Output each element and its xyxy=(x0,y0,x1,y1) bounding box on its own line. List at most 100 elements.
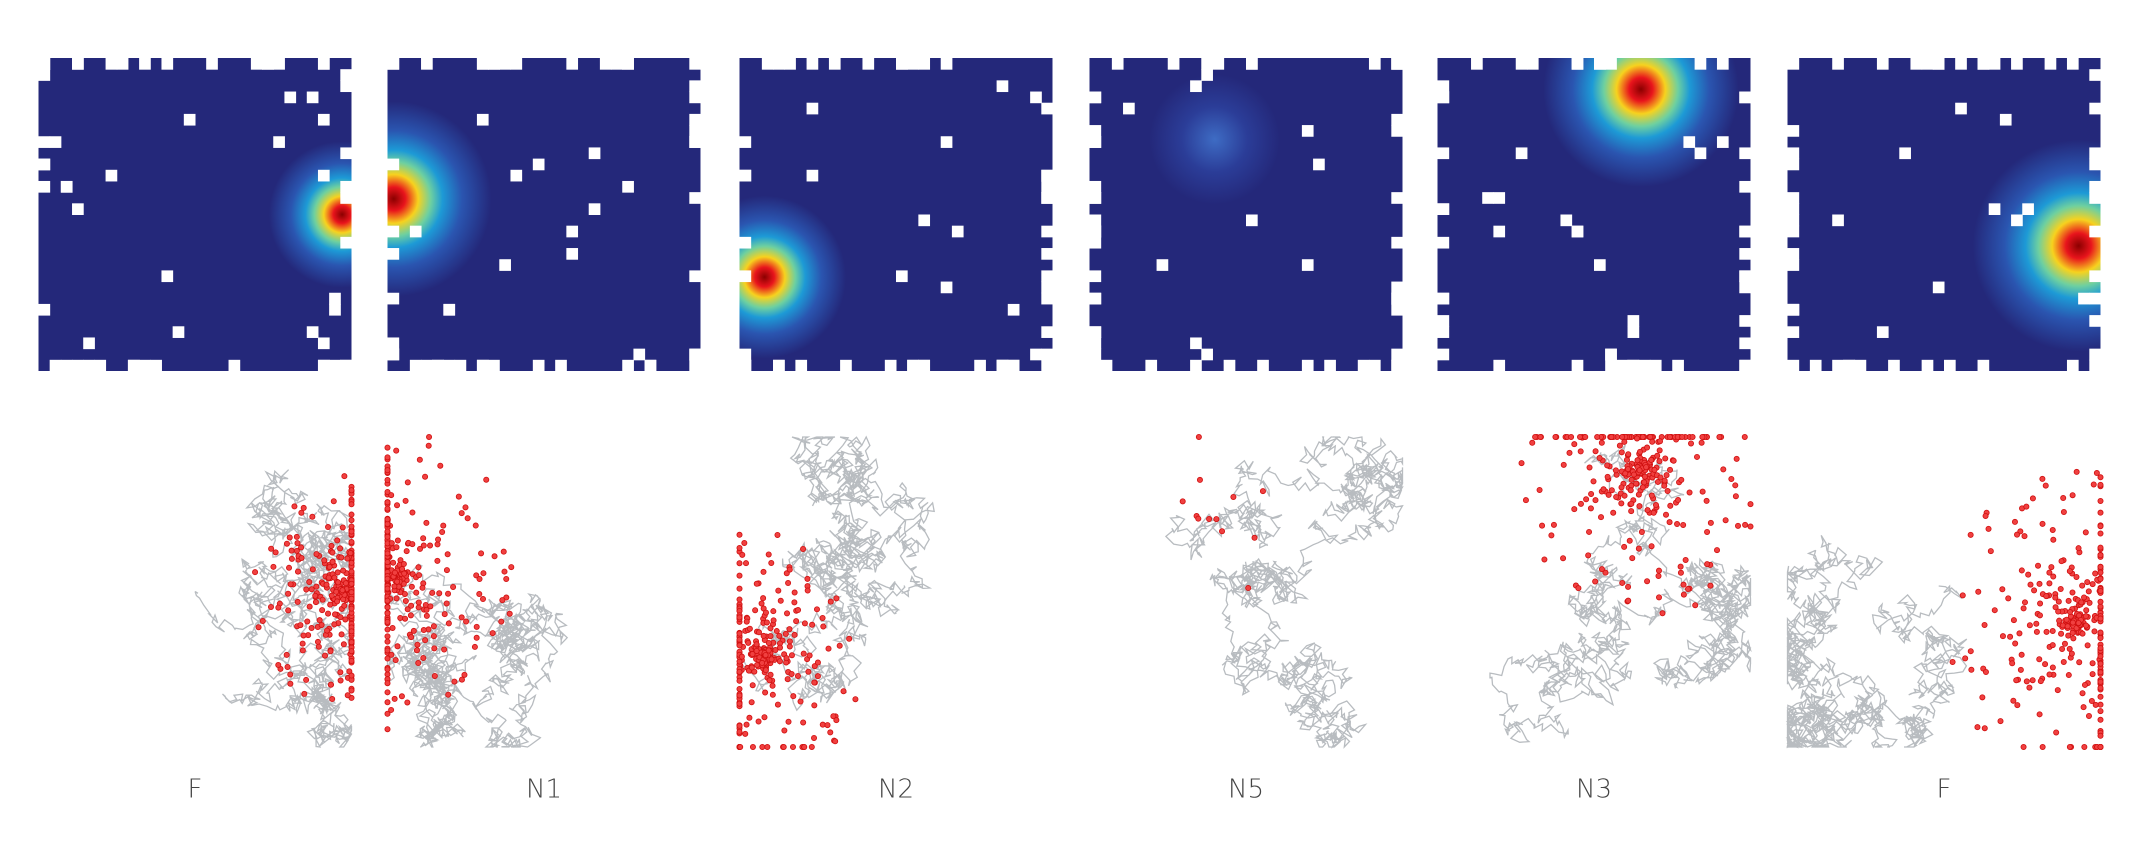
unvisited-bin xyxy=(1190,337,1202,350)
spike xyxy=(1636,467,1643,474)
spike xyxy=(1666,519,1673,526)
spike xyxy=(736,531,743,538)
spike xyxy=(2025,571,2032,578)
spike xyxy=(746,625,753,632)
spike xyxy=(501,568,508,575)
unvisited-bin xyxy=(739,169,752,182)
spike xyxy=(749,744,756,751)
spike xyxy=(384,626,391,633)
spike xyxy=(434,541,441,548)
unvisited-bin xyxy=(1787,214,1800,227)
spike xyxy=(2056,617,2063,624)
unvisited-bin xyxy=(1571,359,1584,372)
spike xyxy=(2097,744,2104,751)
spike xyxy=(2026,684,2033,691)
spike xyxy=(1733,455,1740,462)
unvisited-bin xyxy=(1089,236,1102,249)
spike xyxy=(1689,433,1696,440)
spike xyxy=(743,560,750,567)
unvisited-bin xyxy=(105,58,118,70)
unvisited-bin xyxy=(773,58,785,70)
unvisited-bin xyxy=(38,180,51,193)
unvisited-bin xyxy=(340,69,352,81)
unvisited-bin xyxy=(499,58,511,70)
spike xyxy=(2097,629,2104,636)
spike xyxy=(1592,448,1599,455)
spike xyxy=(762,689,769,696)
unvisited-bin xyxy=(488,58,500,70)
unvisited-bin xyxy=(1089,326,1102,338)
spike xyxy=(758,600,765,607)
unvisited-bin xyxy=(1437,236,1450,249)
spike xyxy=(1206,516,1213,523)
spike xyxy=(1667,502,1674,509)
spike xyxy=(768,560,775,567)
spike xyxy=(1633,480,1640,487)
spike xyxy=(1577,500,1584,507)
spike xyxy=(309,566,316,573)
spike xyxy=(2079,690,2086,697)
spike xyxy=(480,596,487,603)
spike xyxy=(1621,543,1628,550)
unvisited-bin xyxy=(828,58,841,70)
spike xyxy=(1590,478,1597,485)
unvisited-bin xyxy=(476,359,489,372)
unvisited-bin xyxy=(387,248,400,260)
panel-label: N3 xyxy=(1576,775,1612,805)
unvisited-bin xyxy=(996,80,1009,93)
unvisited-bin xyxy=(739,359,752,372)
spike xyxy=(294,540,301,547)
unvisited-bin xyxy=(329,303,341,316)
unvisited-bin xyxy=(840,359,852,372)
unvisited-bin xyxy=(1437,326,1450,338)
unvisited-bin xyxy=(907,58,919,70)
spike xyxy=(1999,586,2006,593)
spike xyxy=(736,668,743,675)
unvisited-bin xyxy=(1246,214,1258,227)
spike xyxy=(1656,447,1663,454)
spike xyxy=(328,542,335,549)
spike xyxy=(384,638,391,645)
spike xyxy=(2037,678,2044,685)
spike xyxy=(1634,435,1641,442)
spike xyxy=(1628,476,1635,483)
spike xyxy=(1195,433,1202,440)
spike xyxy=(391,695,398,702)
spike xyxy=(2070,635,2077,642)
spike xyxy=(1541,556,1548,563)
spike xyxy=(2043,628,2050,635)
spike xyxy=(1638,529,1645,536)
spike xyxy=(384,585,391,592)
spike xyxy=(795,607,802,614)
unvisited-bin xyxy=(83,359,95,372)
spike xyxy=(1196,476,1203,483)
unvisited-bin xyxy=(1899,147,1911,160)
spike xyxy=(1654,452,1661,459)
spike xyxy=(1742,521,1749,528)
spike xyxy=(1677,563,1684,570)
spike xyxy=(2086,599,2093,606)
unvisited-bin xyxy=(317,58,330,70)
unvisited-bin xyxy=(1041,326,1053,338)
spike xyxy=(388,706,395,713)
spike xyxy=(2078,599,2085,606)
spike xyxy=(2069,589,2076,596)
spike xyxy=(769,682,776,689)
unvisited-bin xyxy=(1921,359,1934,372)
spike xyxy=(384,689,391,696)
spike xyxy=(441,611,448,618)
spike xyxy=(739,551,746,558)
unvisited-bin xyxy=(588,203,601,215)
spike xyxy=(1982,669,1989,676)
spike xyxy=(1536,486,1543,493)
spike xyxy=(286,564,293,571)
unvisited-bin xyxy=(387,58,400,70)
spike xyxy=(419,584,426,591)
spike xyxy=(300,504,307,511)
spike xyxy=(2088,698,2095,705)
spike xyxy=(1585,552,1592,559)
unvisited-bin xyxy=(940,58,953,70)
unvisited-bin xyxy=(476,58,489,70)
spike xyxy=(431,672,438,679)
unvisited-bin xyxy=(340,80,352,93)
